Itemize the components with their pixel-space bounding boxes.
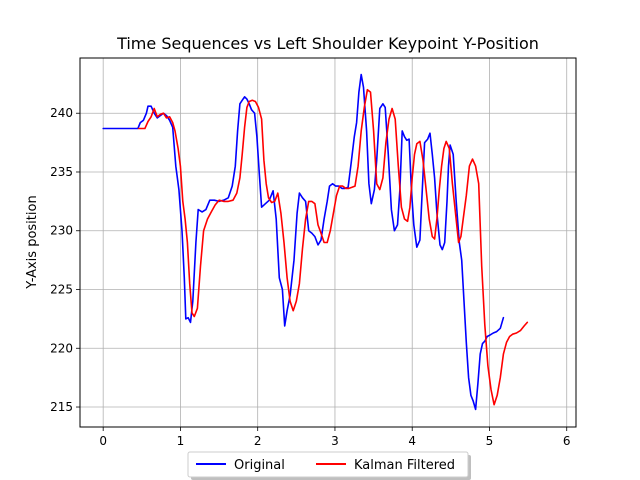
chart-title: Time Sequences vs Left Shoulder Keypoint… [116, 34, 539, 53]
y-tick-label: 240 [50, 106, 73, 120]
series-line-kalman-filtered [137, 88, 529, 406]
x-tick-label: 6 [563, 434, 571, 448]
plot-frame [79, 57, 577, 428]
legend: Original Kalman Filtered [187, 451, 471, 480]
x-tick-label: 4 [408, 434, 416, 448]
x-tick-label: 3 [331, 434, 339, 448]
grid [80, 58, 576, 427]
x-tick-label: 0 [99, 434, 107, 448]
legend-label-original: Original [234, 458, 285, 473]
y-axis-label: Y-Axis position [25, 195, 40, 289]
legend-label-kalman-filtered: Kalman Filtered [354, 458, 455, 473]
y-axis-ticks: 215 220 225 230 235 240 [50, 106, 80, 414]
y-tick-label: 225 [50, 283, 73, 297]
x-axis-ticks: 0 1 2 3 4 5 6 [99, 427, 571, 448]
series-line-original [102, 73, 505, 411]
x-tick-label: 5 [486, 434, 494, 448]
y-tick-label: 220 [50, 341, 73, 355]
x-tick-label: 1 [177, 434, 185, 448]
y-tick-label: 230 [50, 224, 73, 238]
x-tick-label: 2 [254, 434, 262, 448]
y-tick-label: 235 [50, 165, 73, 179]
series-layer [102, 73, 529, 411]
y-tick-label: 215 [50, 400, 73, 414]
